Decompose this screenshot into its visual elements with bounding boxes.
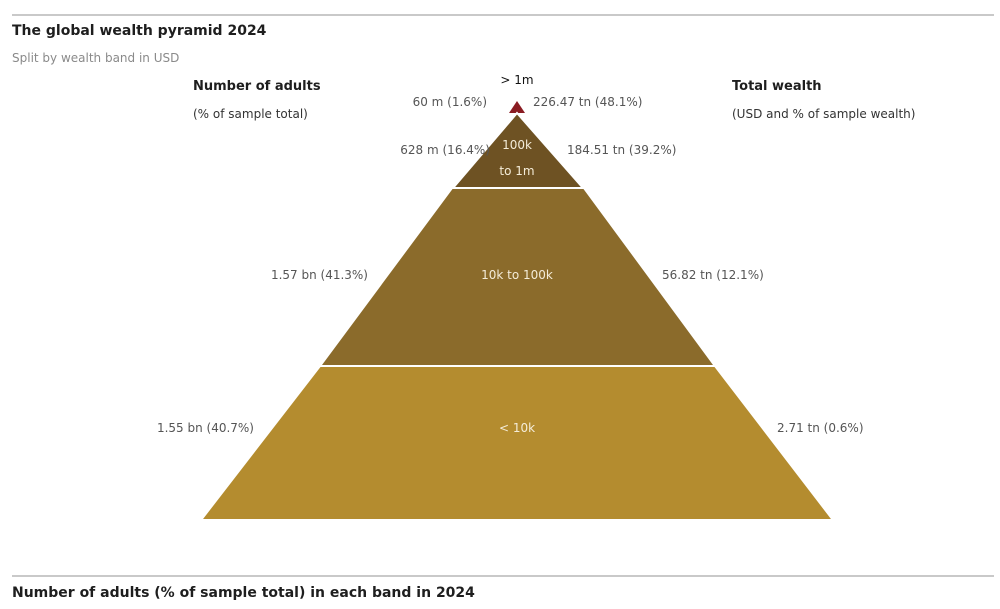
chart-subtitle: Split by wealth band in USD: [12, 51, 180, 65]
adults-100k-to-1m-label: 628 m (16.4%): [400, 143, 490, 157]
band-10k-to-100k-label: 10k to 100k: [481, 268, 553, 282]
band-over-1m-shape: [509, 101, 525, 113]
wealth-100k-to-1m-label: 184.51 tn (39.2%): [567, 143, 676, 157]
wealth-under-10k-label: 2.71 tn (0.6%): [777, 421, 864, 435]
band-under-10k-label: < 10k: [499, 421, 535, 435]
top-divider: [12, 14, 994, 16]
chart-title: The global wealth pyramid 2024: [12, 23, 267, 39]
right-column-subheading: (USD and % of sample wealth): [732, 107, 916, 121]
adults-under-10k-label: 1.55 bn (40.7%): [157, 421, 254, 435]
adults-10k-to-100k-label: 1.57 bn (41.3%): [271, 268, 368, 282]
band-100k-to-1m-label-line1: 100k: [502, 138, 532, 152]
left-column-heading: Number of adults: [193, 79, 321, 94]
wealth-10k-to-100k-label: 56.82 tn (12.1%): [662, 268, 764, 282]
wealth-over-1m-label: 226.47 tn (48.1%): [533, 95, 642, 109]
band-100k-to-1m-label-line2: to 1m: [499, 164, 534, 178]
adults-over-1m-label: 60 m (1.6%): [413, 95, 487, 109]
footer-title: Number of adults (% of sample total) in …: [12, 585, 475, 601]
bottom-divider: [12, 575, 994, 577]
band-under-10k-shape: [198, 365, 836, 521]
right-column-heading: Total wealth: [732, 79, 822, 94]
left-column-subheading: (% of sample total): [193, 107, 308, 121]
band-over-1m-label: > 1m: [500, 73, 533, 87]
